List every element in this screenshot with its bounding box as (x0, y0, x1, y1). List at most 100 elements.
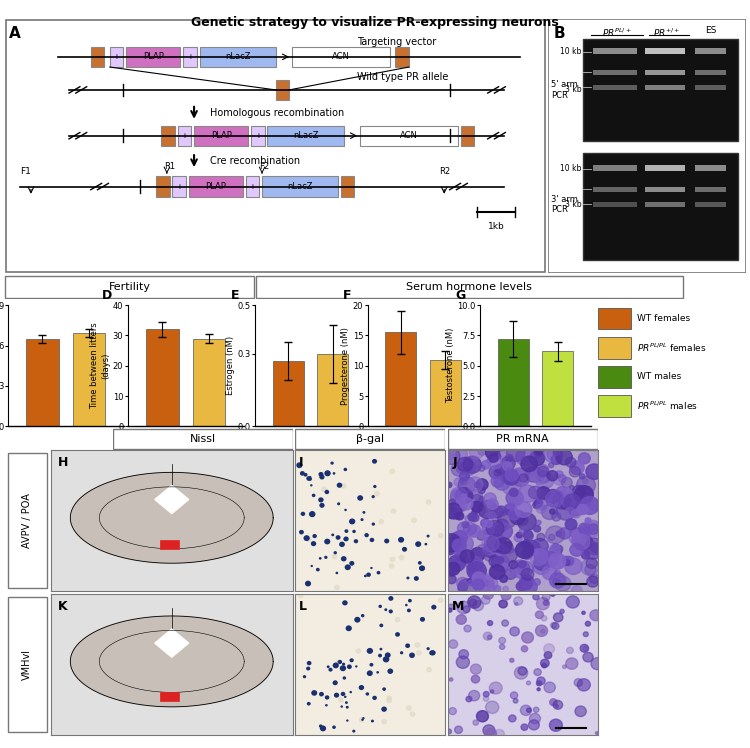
Circle shape (382, 720, 386, 724)
Circle shape (494, 729, 505, 739)
Circle shape (339, 542, 345, 547)
Circle shape (472, 515, 479, 521)
Circle shape (547, 470, 558, 481)
Circle shape (472, 579, 484, 590)
Circle shape (376, 671, 379, 674)
Circle shape (556, 470, 563, 478)
Circle shape (524, 540, 540, 556)
Circle shape (560, 493, 577, 508)
Circle shape (511, 468, 530, 486)
Circle shape (478, 447, 487, 456)
Circle shape (501, 591, 511, 600)
Circle shape (562, 488, 572, 497)
Circle shape (496, 557, 504, 563)
Polygon shape (154, 485, 189, 514)
Circle shape (490, 690, 494, 693)
Y-axis label: Estrogen (nM): Estrogen (nM) (226, 336, 235, 396)
Circle shape (402, 547, 407, 552)
Text: i: i (116, 54, 118, 60)
Circle shape (498, 451, 508, 460)
Circle shape (387, 696, 392, 700)
Circle shape (454, 498, 467, 510)
Circle shape (554, 570, 560, 576)
Circle shape (307, 537, 311, 542)
Text: F2: F2 (260, 162, 269, 171)
Circle shape (581, 559, 598, 575)
Circle shape (530, 714, 541, 724)
Bar (161, 126, 175, 146)
Bar (160, 693, 179, 701)
Circle shape (495, 453, 501, 459)
Circle shape (349, 518, 355, 524)
Circle shape (536, 598, 550, 610)
Circle shape (546, 490, 564, 507)
Circle shape (513, 699, 518, 703)
Bar (598, 395, 631, 417)
Circle shape (350, 691, 352, 693)
Circle shape (370, 663, 374, 666)
Circle shape (537, 677, 545, 684)
Text: 5' arm
PCR: 5' arm PCR (551, 80, 578, 99)
Circle shape (324, 539, 330, 545)
Circle shape (468, 596, 481, 608)
Circle shape (427, 535, 430, 538)
Circle shape (470, 548, 485, 561)
Circle shape (591, 544, 601, 553)
Circle shape (501, 483, 506, 488)
Circle shape (585, 565, 596, 575)
Circle shape (468, 513, 476, 521)
Circle shape (487, 534, 506, 552)
Circle shape (372, 696, 377, 700)
Circle shape (310, 541, 316, 546)
Circle shape (380, 648, 382, 651)
Circle shape (472, 572, 485, 584)
Circle shape (535, 548, 550, 563)
Bar (694, 165, 726, 171)
Circle shape (559, 528, 571, 539)
Circle shape (550, 622, 556, 628)
Circle shape (554, 450, 560, 456)
Circle shape (548, 534, 555, 540)
Circle shape (328, 668, 332, 672)
Circle shape (464, 456, 482, 473)
Circle shape (514, 597, 523, 605)
Circle shape (473, 561, 479, 566)
Circle shape (536, 681, 542, 686)
Circle shape (571, 537, 578, 545)
Text: Wild type PR allele: Wild type PR allele (357, 73, 448, 82)
Circle shape (468, 580, 474, 586)
Circle shape (340, 705, 343, 708)
Circle shape (570, 527, 582, 539)
Circle shape (524, 531, 533, 540)
Circle shape (298, 593, 303, 598)
Circle shape (581, 551, 590, 559)
Circle shape (416, 643, 420, 647)
Circle shape (400, 652, 404, 654)
Circle shape (342, 600, 348, 605)
Text: β-gal: β-gal (356, 434, 384, 444)
Circle shape (556, 531, 562, 536)
Circle shape (478, 487, 485, 494)
Circle shape (556, 450, 572, 465)
Circle shape (523, 580, 537, 594)
Circle shape (320, 503, 325, 508)
Circle shape (307, 702, 310, 705)
Circle shape (544, 601, 548, 605)
Circle shape (352, 729, 356, 732)
Circle shape (390, 470, 394, 473)
Circle shape (505, 542, 512, 548)
Circle shape (566, 596, 579, 608)
Circle shape (299, 530, 304, 534)
Circle shape (472, 489, 482, 500)
Circle shape (491, 555, 510, 571)
Circle shape (553, 578, 560, 586)
Text: L: L (299, 600, 307, 613)
Y-axis label: Testosterone (nM): Testosterone (nM) (446, 328, 454, 403)
Circle shape (566, 519, 577, 530)
Circle shape (406, 577, 410, 580)
Circle shape (553, 543, 559, 549)
Circle shape (344, 509, 346, 511)
Text: Targeting vector: Targeting vector (357, 37, 436, 46)
Circle shape (384, 539, 389, 543)
Circle shape (442, 448, 460, 465)
